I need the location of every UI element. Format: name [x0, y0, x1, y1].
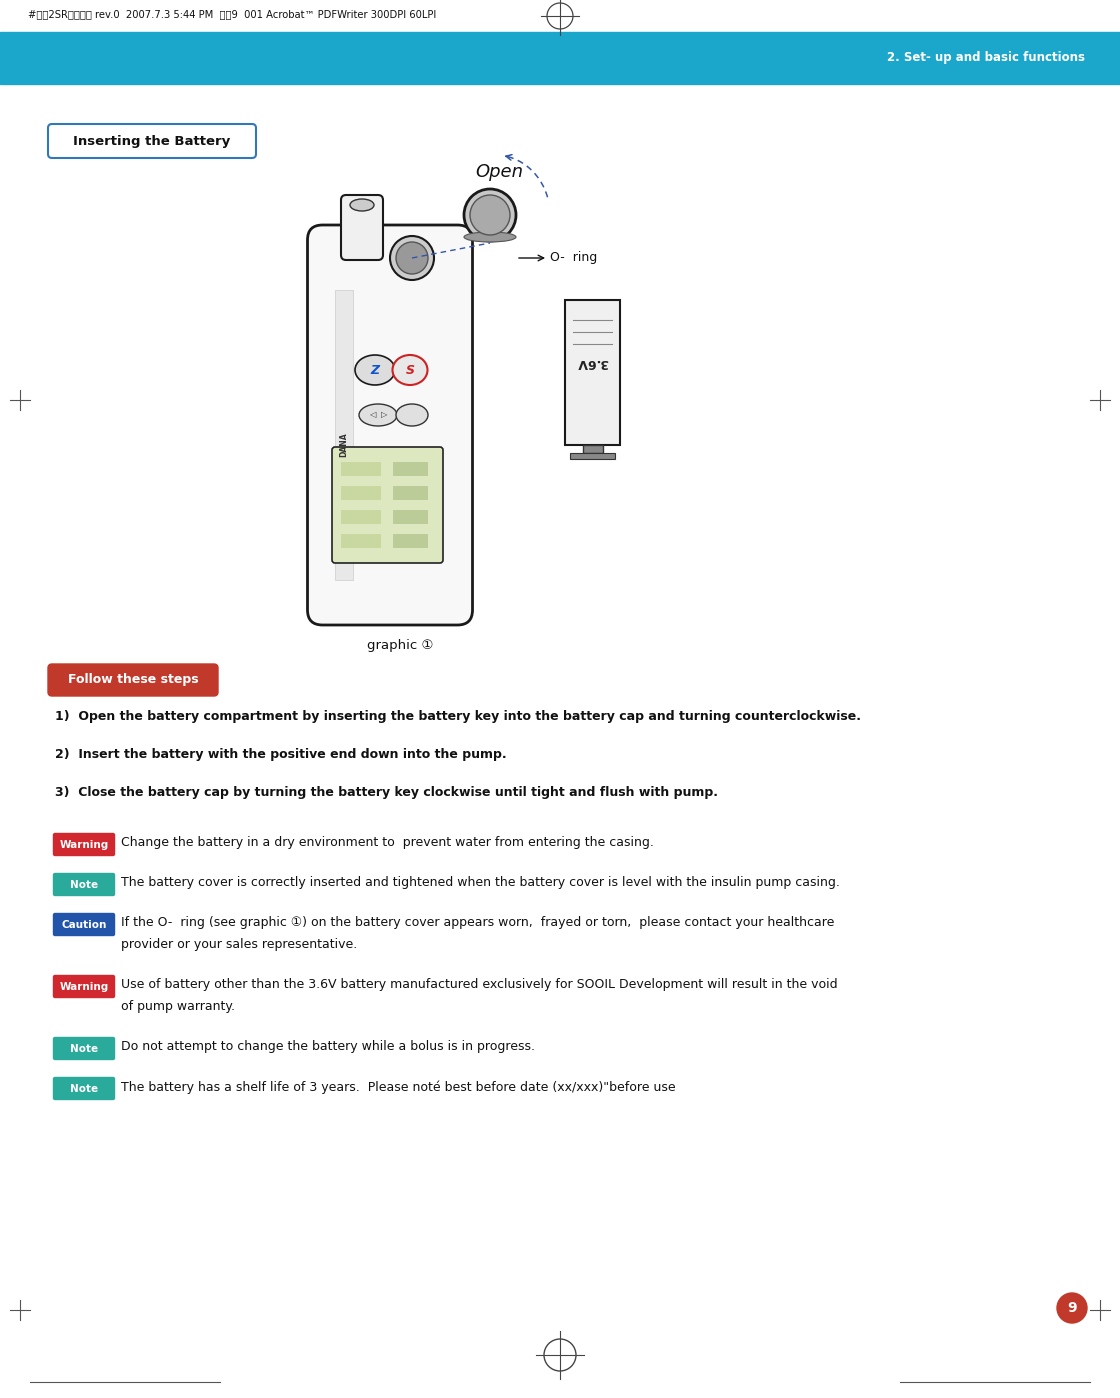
Text: 3.6V: 3.6V	[577, 356, 608, 369]
Circle shape	[464, 189, 516, 240]
Text: 2)  Insert the battery with the positive end down into the pump.: 2) Insert the battery with the positive …	[55, 748, 506, 761]
Bar	[393, 534, 428, 548]
Text: Do not attempt to change the battery while a bolus is in progress.: Do not attempt to change the battery whi…	[121, 1040, 535, 1053]
Circle shape	[390, 236, 435, 280]
Text: If the O-  ring (see graphic ①) on the battery cover appears worn,  frayed or to: If the O- ring (see graphic ①) on the ba…	[121, 916, 834, 930]
FancyBboxPatch shape	[54, 833, 114, 856]
Text: Note: Note	[69, 879, 99, 889]
Text: DANA: DANA	[339, 433, 348, 457]
Text: Z: Z	[371, 363, 380, 376]
FancyBboxPatch shape	[54, 976, 114, 998]
FancyBboxPatch shape	[54, 874, 114, 896]
Text: Use of battery other than the 3.6V battery manufactured exclusively for SOOIL De: Use of battery other than the 3.6V batte…	[121, 979, 838, 991]
FancyBboxPatch shape	[332, 447, 444, 563]
Text: Open: Open	[475, 164, 523, 180]
Text: Change the battery in a dry environment to  prevent water from entering the casi: Change the battery in a dry environment …	[121, 836, 654, 849]
FancyBboxPatch shape	[54, 1078, 114, 1099]
Text: ◁: ◁	[368, 411, 375, 419]
FancyBboxPatch shape	[48, 664, 218, 696]
Bar	[393, 461, 428, 475]
Ellipse shape	[349, 199, 374, 211]
Text: Follow these steps: Follow these steps	[67, 674, 198, 686]
Text: 2. Set- up and basic functions: 2. Set- up and basic functions	[887, 52, 1085, 64]
Text: Warning: Warning	[59, 840, 109, 850]
Text: 3)  Close the battery cap by turning the battery key clockwise until tight and f: 3) Close the battery cap by turning the …	[55, 786, 718, 800]
Circle shape	[470, 194, 510, 235]
Circle shape	[396, 242, 428, 274]
Text: #　　2SR　　　　 rev.0  2007.7.3 5:44 PM  　　9  001 Acrobat™ PDFWriter 300DPI 60LPI: # 2SR rev.0 2007.7.3 5:44 PM 9 001 Acrob…	[28, 8, 437, 20]
Bar	[393, 487, 428, 500]
Text: Note: Note	[69, 1043, 99, 1054]
Text: graphic ①: graphic ①	[367, 639, 433, 651]
Text: O-  ring: O- ring	[550, 252, 597, 264]
FancyBboxPatch shape	[54, 913, 114, 935]
Text: Inserting the Battery: Inserting the Battery	[74, 134, 231, 148]
Text: The battery cover is correctly inserted and tightened when the battery cover is : The battery cover is correctly inserted …	[121, 877, 840, 889]
Bar	[564, 301, 620, 445]
Text: Note: Note	[69, 1083, 99, 1093]
Ellipse shape	[396, 404, 428, 426]
Bar	[0, 32, 1120, 84]
Bar	[570, 453, 615, 459]
FancyBboxPatch shape	[48, 124, 256, 158]
Text: S: S	[405, 363, 414, 376]
Text: The battery has a shelf life of 3 years.  Please noté best before date (xx/xxx): The battery has a shelf life of 3 years.…	[121, 1081, 675, 1093]
Text: 1)  Open the battery compartment by inserting the battery key into the battery c: 1) Open the battery compartment by inser…	[55, 710, 861, 723]
Bar	[393, 510, 428, 524]
Bar	[340, 534, 381, 548]
Text: Caution: Caution	[62, 920, 106, 930]
Bar	[340, 510, 381, 524]
Text: ▷: ▷	[381, 411, 388, 419]
Circle shape	[1057, 1293, 1088, 1323]
Ellipse shape	[464, 232, 516, 242]
Text: of pump warranty.: of pump warranty.	[121, 1000, 235, 1014]
Text: provider or your sales representative.: provider or your sales representative.	[121, 938, 357, 951]
Text: Warning: Warning	[59, 981, 109, 991]
Ellipse shape	[392, 355, 428, 384]
Bar	[340, 461, 381, 475]
FancyBboxPatch shape	[308, 225, 473, 625]
Bar	[582, 445, 603, 453]
Text: 9: 9	[1067, 1302, 1076, 1316]
Ellipse shape	[360, 404, 396, 426]
Bar	[0, 0, 1120, 32]
Ellipse shape	[355, 355, 395, 384]
FancyBboxPatch shape	[54, 1037, 114, 1060]
Bar	[340, 487, 381, 500]
FancyBboxPatch shape	[340, 194, 383, 260]
Bar	[335, 289, 353, 580]
